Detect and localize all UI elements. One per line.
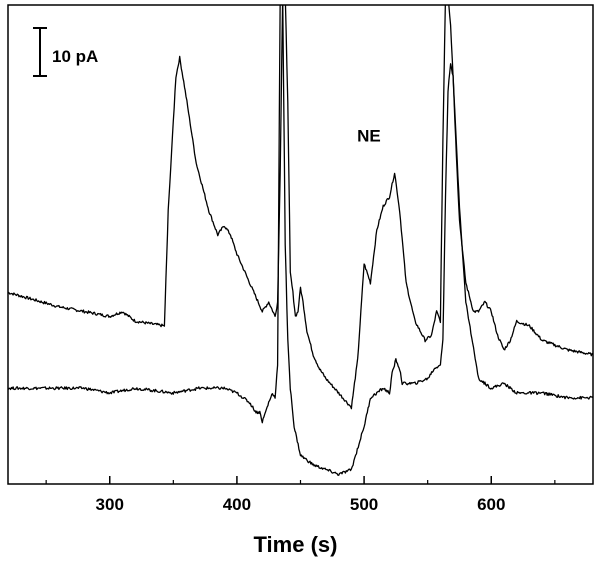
annotation-ne: NE xyxy=(357,126,381,145)
plot-frame xyxy=(7,4,594,485)
x-tick-label: 500 xyxy=(350,495,378,514)
x-tick-label: 400 xyxy=(223,495,251,514)
scale-bar-label: 10 pA xyxy=(52,47,98,66)
trace-1 xyxy=(8,5,593,410)
x-tick-label: 300 xyxy=(96,495,124,514)
x-axis-title: Time (s) xyxy=(254,532,338,557)
trace-2 xyxy=(8,5,593,476)
x-tick-label: 600 xyxy=(477,495,505,514)
x-axis: 300 400 500 600 xyxy=(45,476,556,514)
traces xyxy=(8,5,593,476)
scale-bar: 10 pA xyxy=(33,27,98,77)
